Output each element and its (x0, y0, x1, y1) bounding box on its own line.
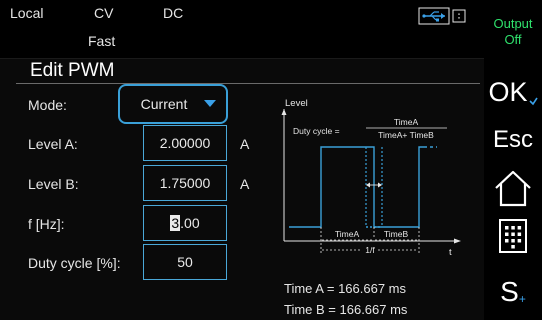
level-b-value: 1.75000 (159, 175, 211, 191)
edit-cursor-digit: 3 (170, 215, 181, 231)
level-b-unit: A (240, 176, 250, 192)
fast-indicator: Fast (88, 33, 116, 49)
output-state: Off (504, 32, 522, 47)
level-a-label: Level A: (28, 136, 78, 152)
dc-indicator: DC (163, 5, 184, 21)
status-bar: Local CV DC Fast (0, 0, 484, 58)
period-label: 1/f (365, 245, 375, 255)
esc-button[interactable]: Esc (484, 120, 542, 160)
cv-indicator: CV (94, 5, 114, 21)
keypad-icon (499, 219, 527, 253)
frequency-value-rest: .00 (180, 215, 200, 231)
level-b-label: Level B: (28, 176, 79, 192)
s-label: S (500, 276, 519, 307)
level-b-input[interactable]: 1.75000 (143, 165, 227, 201)
duty-formula-numerator: TimeA (394, 117, 419, 127)
ok-button[interactable]: OK (484, 72, 542, 112)
check-icon (528, 97, 538, 105)
frequency-label: f [Hz]: (28, 216, 65, 232)
home-button[interactable] (484, 166, 542, 210)
level-a-value: 2.00000 (159, 135, 211, 151)
usb-connection-icon (418, 7, 466, 25)
mode-value: Current (140, 96, 188, 112)
output-status[interactable]: Output Off (478, 16, 542, 48)
keypad-button[interactable] (484, 212, 542, 260)
esc-label: Esc (492, 126, 533, 153)
duty-formula-denominator: TimeA+ TimeB (378, 130, 434, 140)
duty-cycle-input[interactable]: 50 (143, 244, 227, 280)
plus-icon: + (518, 292, 526, 306)
ok-label: OK (488, 76, 528, 107)
duty-cycle-label: Duty cycle [%]: (28, 255, 121, 271)
time-b-readout: Time B = 166.667 ms (284, 302, 408, 317)
edit-pwm-panel: Edit PWM Mode: Current Level A: 2.00000 … (0, 58, 484, 320)
mode-label: Mode: (28, 97, 67, 113)
mode-dropdown[interactable]: Current (118, 84, 228, 124)
chevron-down-icon (204, 100, 216, 107)
time-b-label: TimeB (384, 229, 409, 239)
duty-formula-prefix: Duty cycle = (293, 126, 340, 136)
frequency-input[interactable]: 3.00 (143, 205, 227, 241)
time-a-label: TimeA (335, 229, 360, 239)
soft-key-column: Output Off OK Esc S + (484, 0, 542, 320)
time-a-readout: Time A = 166.667 ms (284, 281, 407, 296)
title-divider (16, 83, 480, 84)
home-icon (495, 170, 531, 207)
local-indicator: Local (10, 5, 44, 21)
level-axis-label: Level (285, 98, 308, 109)
s-button[interactable]: S + (484, 270, 542, 314)
output-label: Output (493, 16, 533, 31)
duty-cycle-value: 50 (177, 254, 193, 270)
pwm-waveform-diagram: Level t Duty cycle = TimeA TimeA+ TimeB … (281, 98, 461, 258)
level-a-unit: A (240, 136, 250, 152)
t-axis-label: t (449, 247, 452, 258)
panel-title: Edit PWM (30, 60, 115, 81)
level-a-input[interactable]: 2.00000 (143, 125, 227, 161)
